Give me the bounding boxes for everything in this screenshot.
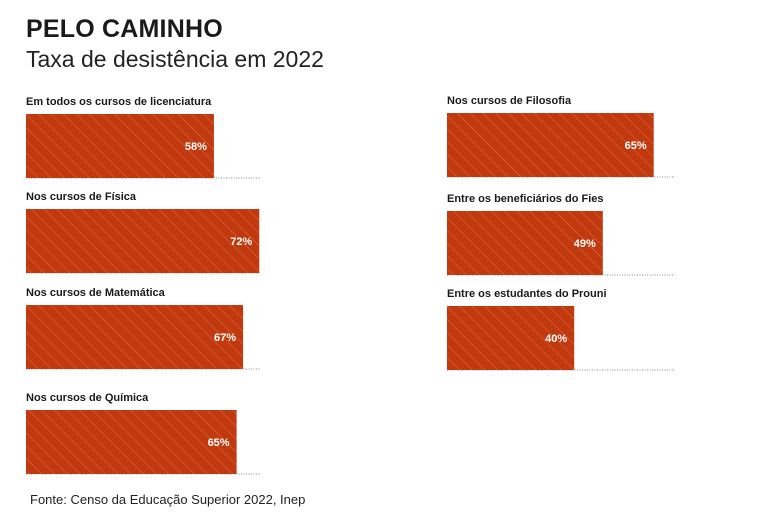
- bar-category-label: Nos cursos de Física: [26, 191, 137, 203]
- bar-category-label: Nos cursos de Matemática: [26, 287, 166, 299]
- bar-value-label: 72%: [230, 236, 252, 248]
- bar-category-label: Nos cursos de Filosofia: [447, 95, 572, 107]
- bar-category-label: Entre os beneficiários do Fies: [447, 193, 604, 205]
- chart-subtitle: Taxa de desistência em 2022: [26, 46, 324, 72]
- bar-hatch: [447, 211, 603, 275]
- bar-group: Nos cursos de Matemática 67%: [26, 287, 260, 370]
- bar-hatch: [26, 209, 260, 273]
- bar-value-label: 40%: [545, 333, 567, 345]
- bar-category-label: Em todos os cursos de licenciatura: [26, 96, 212, 108]
- bar-hatch: [26, 114, 214, 178]
- bar-value-label: 65%: [625, 140, 647, 152]
- bar-group: Nos cursos de Física 72%: [26, 191, 260, 274]
- bar-group: Entre os estudantes do Prouni 40%: [447, 288, 675, 371]
- bar-group: Em todos os cursos de licenciatura 58%: [26, 96, 260, 179]
- bar-hatch: [26, 410, 237, 474]
- bar-hatch: [447, 306, 575, 370]
- chart-title: PELO CAMINHO: [26, 15, 223, 43]
- bar-hatch: [447, 113, 654, 177]
- bar-category-label: Nos cursos de Química: [26, 392, 149, 404]
- bar-group: Entre os beneficiários do Fies 49%: [447, 193, 675, 276]
- bar-value-label: 65%: [208, 437, 230, 449]
- bar-group: Nos cursos de Química 65%: [26, 392, 260, 475]
- bar-hatch: [26, 305, 244, 369]
- bar-group: Nos cursos de Filosofia 65%: [447, 95, 675, 178]
- bar-value-label: 67%: [214, 332, 236, 344]
- bar-value-label: 49%: [574, 238, 596, 250]
- bar-value-label: 58%: [185, 141, 207, 153]
- bars-layer: Em todos os cursos de licenciatura 58% Nos…: [26, 95, 675, 475]
- source-note: Fonte: Censo da Educação Superior 2022, …: [30, 492, 306, 507]
- bar-category-label: Entre os estudantes do Prouni: [447, 288, 607, 300]
